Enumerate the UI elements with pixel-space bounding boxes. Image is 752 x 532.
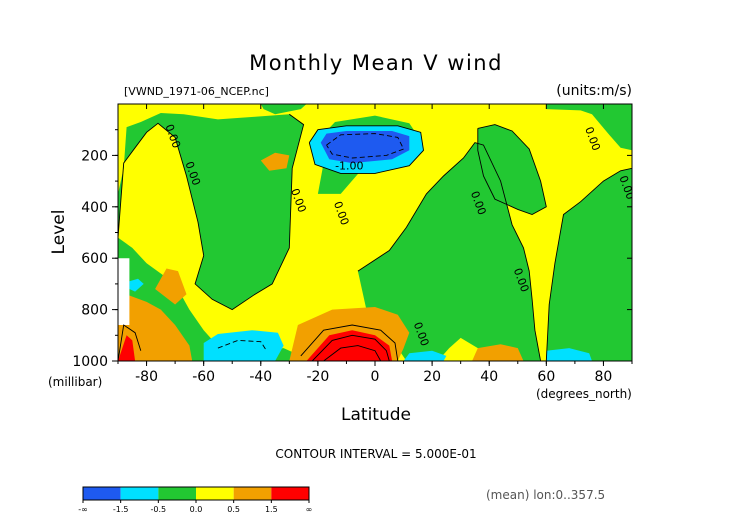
- y-tick-label-3: 800: [81, 303, 108, 319]
- units-label: (units:m/s): [556, 83, 632, 99]
- contour-region-11: [203, 330, 284, 361]
- file-label: [VWND_1971-06_NCEP.nc]: [124, 85, 269, 98]
- contour-region-16: [155, 268, 187, 305]
- zero-contour-line-0: [118, 113, 305, 311]
- x-tick-label-7: 60: [537, 369, 555, 385]
- contour-region-1: [118, 113, 304, 310]
- positive-contour-line-2: [323, 345, 382, 361]
- zero-contour-line-2: [545, 167, 632, 361]
- colorbar-label-1: -1.5: [113, 505, 129, 514]
- positive-contour-line-0: [300, 324, 399, 361]
- colorbar-label-0: -∞: [78, 505, 88, 514]
- x-tick-label-5: 20: [423, 369, 441, 385]
- y-tick-label-1: 400: [81, 200, 108, 216]
- mean-label: (mean) lon:0..357.5: [486, 488, 605, 502]
- contour-lines: [118, 113, 632, 361]
- zero-contour-line-3: [308, 125, 424, 174]
- contour-plot-area: [118, 104, 632, 361]
- x-tick-label-4: 0: [371, 369, 380, 385]
- colorbar-swatch-4: [233, 487, 272, 500]
- filled-contour-regions: [118, 104, 632, 361]
- y-unit-label: (millibar): [48, 375, 102, 389]
- colorbar-swatch-1: [120, 487, 159, 500]
- y-axis-title: Level: [49, 210, 69, 255]
- chart-title: Monthly Mean V wind: [249, 51, 503, 75]
- x-unit-label: (degrees_north): [536, 387, 632, 401]
- contour-region-2: [260, 104, 307, 115]
- x-tick-label-6: 40: [480, 369, 498, 385]
- colorbar-label-3: 0.0: [190, 505, 203, 514]
- colorbar-label-5: 1.5: [265, 505, 278, 514]
- colorbar-label-4: 0.5: [227, 505, 240, 514]
- colorbar-label-6: ∞: [306, 505, 313, 514]
- missing-data-region-0: [118, 258, 130, 325]
- negative-contour-line-0: [326, 133, 405, 159]
- colorbar-swatch-2: [158, 487, 196, 500]
- contour-label-4: -1.00: [335, 160, 363, 173]
- x-tick-label-2: -40: [249, 369, 272, 385]
- zero-contour-line-1: [357, 142, 542, 361]
- negative-contour-line-1: [217, 339, 267, 351]
- x-axis-title: Latitude: [341, 405, 411, 425]
- positive-contour-line-3: [118, 324, 142, 361]
- contour-region-6: [477, 124, 547, 215]
- colorbar-label-2: -0.5: [151, 505, 167, 514]
- contour-region-17: [260, 152, 290, 171]
- y-tick-label-4: 1000: [72, 354, 108, 370]
- x-tick-label-0: -80: [135, 369, 158, 385]
- contour-region-8: [546, 104, 632, 151]
- y-tick-label-2: 600: [81, 251, 108, 267]
- contour-region-19: [472, 344, 524, 361]
- x-tick-label-1: -60: [192, 369, 215, 385]
- contour-region-15: [118, 295, 193, 361]
- positive-contour-line-1: [311, 334, 390, 361]
- contour-interval-label: CONTOUR INTERVAL = 5.000E-01: [275, 447, 476, 461]
- x-tick-label-8: 80: [595, 369, 613, 385]
- colorbar: -∞ -1.5 -0.5 0.0 0.5 1.5 ∞: [78, 486, 313, 514]
- colorbar-swatch-3: [196, 487, 234, 500]
- contour-region-12: [403, 350, 447, 361]
- colorbar-swatch-0: [83, 487, 121, 500]
- colorbar-swatch-5: [271, 487, 309, 500]
- x-axis: -80 -60 -40 -20 0 20 40 60 80: [117, 104, 633, 385]
- contour-region-20: [306, 330, 393, 361]
- y-axis: 200 400 600 800 1000: [72, 129, 632, 370]
- contour-region-21: [118, 335, 136, 361]
- contour-region-14: [129, 278, 144, 292]
- zero-contour-line-4: [477, 124, 547, 215]
- contour-region-7: [546, 168, 632, 361]
- x-tick-label-3: -20: [306, 369, 329, 385]
- contour-region-13: [546, 348, 592, 361]
- y-tick-label-0: 200: [81, 148, 108, 164]
